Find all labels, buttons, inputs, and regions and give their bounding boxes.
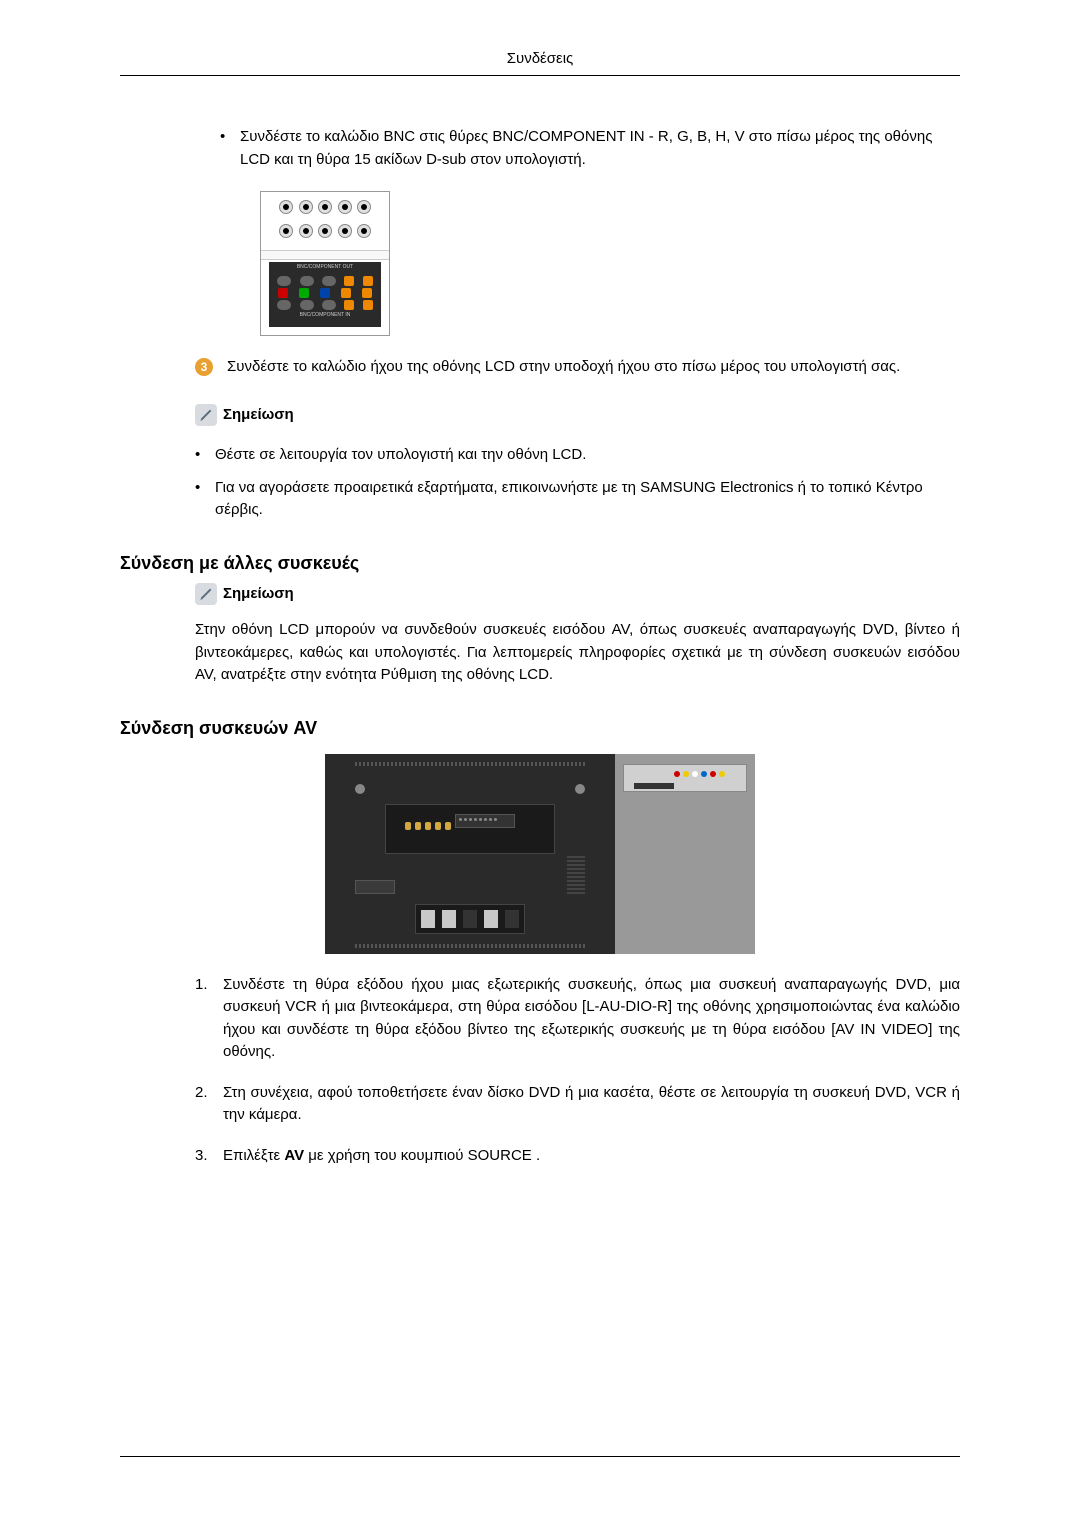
page-header-title: Συνδέσεις	[120, 50, 960, 75]
bullet-step-bnc: • Συνδέστε το καλώδιο BNC στις θύρες BNC…	[220, 126, 960, 171]
bullet-text: Θέστε σε λειτουργία τον υπολογιστή και τ…	[215, 444, 960, 467]
note-label: Σημείωση	[223, 583, 294, 606]
av-connection-figure	[325, 754, 755, 954]
note-bullet-1: • Θέστε σε λειτουργία τον υπολογιστή και…	[195, 444, 960, 467]
note-icon	[195, 583, 217, 605]
note-icon	[195, 404, 217, 426]
note-label: Σημείωση	[223, 404, 294, 427]
bnc-connector-figure: BNC/COMPONENT OUT BNC/COMPONENT IN	[260, 191, 390, 336]
section-heading-other-devices: Σύνδεση με άλλες συσκευές	[120, 550, 960, 577]
ol-number: 1.	[195, 974, 223, 1064]
bullet-marker: •	[195, 477, 215, 522]
section2-paragraph: Στην οθόνη LCD μπορούν να συνδεθούν συσκ…	[195, 619, 960, 687]
note-heading-2: Σημείωση	[195, 583, 960, 606]
panel-label-out: BNC/COMPONENT OUT	[269, 262, 381, 274]
ordered-step-1: 1. Συνδέστε τη θύρα εξόδου ήχου μιας εξω…	[195, 974, 960, 1064]
bullet-marker: •	[195, 444, 215, 467]
bullet-text: Συνδέστε το καλώδιο BNC στις θύρες BNC/C…	[240, 126, 960, 171]
note-bullet-2: • Για να αγοράσετε προαιρετικά εξαρτήματ…	[195, 477, 960, 522]
note-heading-1: Σημείωση	[195, 404, 960, 427]
numbered-step-3: 3 Συνδέστε το καλώδιο ήχου της οθόνης LC…	[195, 356, 960, 379]
ol-text: Συνδέστε τη θύρα εξόδου ήχου μιας εξωτερ…	[223, 974, 960, 1064]
step-number-badge: 3	[195, 358, 213, 376]
panel-label-in: BNC/COMPONENT IN	[269, 310, 381, 322]
ordered-step-2: 2. Στη συνέχεια, αφού τοποθετήσετε έναν …	[195, 1082, 960, 1127]
bullet-text: Για να αγοράσετε προαιρετικά εξαρτήματα,…	[215, 477, 960, 522]
bullet-marker: •	[220, 126, 240, 171]
ol-number: 2.	[195, 1082, 223, 1127]
footer-rule	[120, 1456, 960, 1457]
step-text: Συνδέστε το καλώδιο ήχου της οθόνης LCD …	[227, 356, 900, 379]
ordered-step-3: 3. Επιλέξτε AV με χρήση του κουμπιού SOU…	[195, 1145, 960, 1168]
ol-text: Στη συνέχεια, αφού τοποθετήσετε έναν δίσ…	[223, 1082, 960, 1127]
ol-text: Επιλέξτε AV με χρήση του κουμπιού SOURCE…	[223, 1145, 960, 1168]
section-heading-av-devices: Σύνδεση συσκευών AV	[120, 715, 960, 742]
ol-number: 3.	[195, 1145, 223, 1168]
